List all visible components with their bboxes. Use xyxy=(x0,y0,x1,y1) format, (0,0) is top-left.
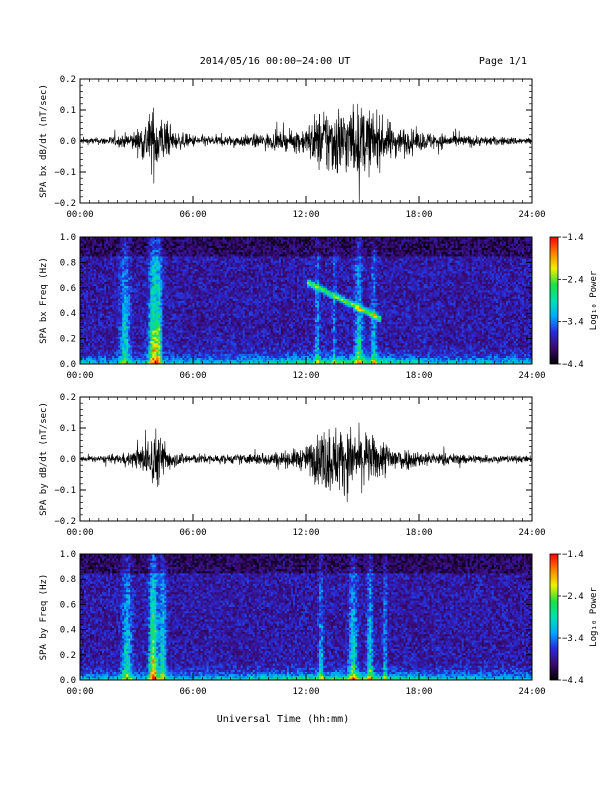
y-tick-label: 0.0 xyxy=(60,137,76,147)
x-tick-label: 06:00 xyxy=(179,210,206,220)
universal-time-axis-label: Universal Time (hh:mm) xyxy=(217,714,349,725)
panels: 00:00 06:00 12:00 18:00 24:00 −0.2 −0.1 0.0 0.1 0… xyxy=(39,75,599,697)
bx-spectrogram-panel: 00:00 06:00 12:00 18:00 24:000.00.20.40.60.8… xyxy=(39,233,599,381)
x-tick-label: 24:00 xyxy=(518,210,545,220)
y-tick-label: −0.2 xyxy=(54,199,76,209)
y-tick-label: 0.1 xyxy=(60,106,76,116)
waveform-trace xyxy=(80,104,532,203)
figure-title: 2014/05/16 00:00−24:00 UT xyxy=(200,56,351,67)
x-tick-label: 18:00 xyxy=(405,210,432,220)
x-tick-label: 00:00 xyxy=(66,210,93,220)
x-tick-label: 12:00 xyxy=(292,210,319,220)
y-axis-label: SPA bx dB/dt (nT/sec) xyxy=(39,84,49,198)
y-tick-label: 0.2 xyxy=(60,75,76,85)
figure-page: 2014/05/16 00:00−24:00 UT Page 1/1 Unive… xyxy=(0,0,612,792)
spectrogram-cells xyxy=(80,237,532,364)
page-number: Page 1/1 xyxy=(479,56,527,67)
bx-waveform-panel: 00:00 06:00 12:00 18:00 24:00 −0.2 −0.1 0.0 0.1 0… xyxy=(39,75,546,220)
figure-svg: 2014/05/16 00:00−24:00 UT Page 1/1 Unive… xyxy=(0,0,612,792)
y-tick-label: −0.1 xyxy=(54,168,76,178)
